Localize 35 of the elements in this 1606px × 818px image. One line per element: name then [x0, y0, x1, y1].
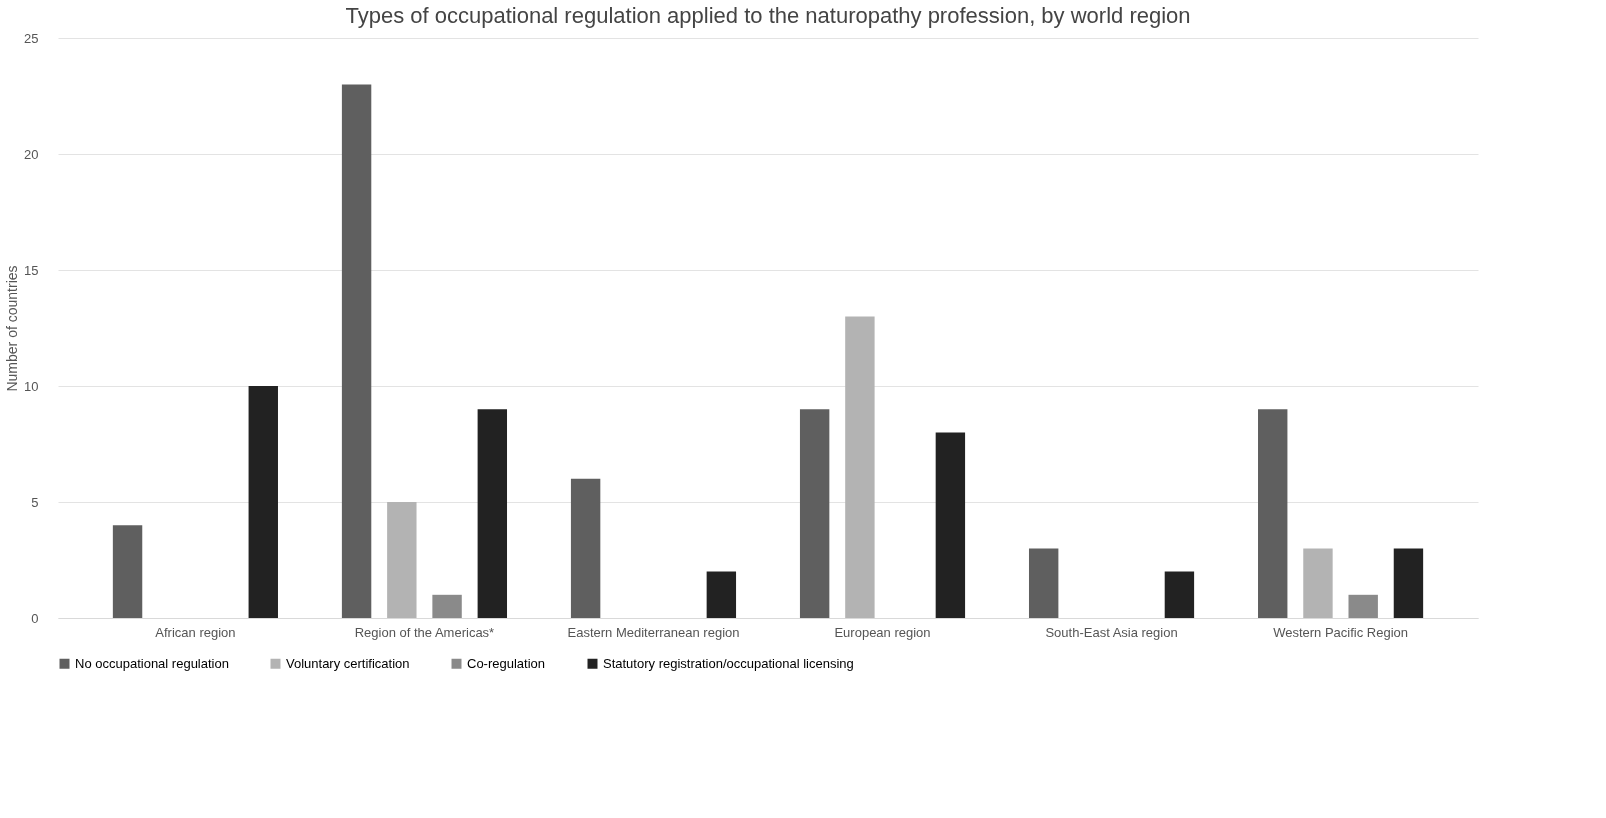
bar	[1258, 409, 1288, 618]
bar	[112, 525, 143, 618]
bar	[1393, 548, 1424, 618]
bar	[706, 571, 737, 618]
x-tick-label: South-East Asia region	[1045, 624, 1178, 640]
y-tick-label: 25	[24, 30, 39, 46]
y-tick-label: 20	[24, 146, 39, 162]
legend-label: Voluntary certification	[286, 655, 410, 671]
chart-title: Types of occupational regulation applied to the naturopathy profession, by world region	[345, 3, 1191, 28]
y-tick-label: 10	[24, 378, 39, 394]
bar	[1164, 571, 1195, 618]
y-axis-title: Number of countries	[4, 265, 21, 392]
legend-label: No occupational regulation	[75, 655, 229, 671]
bar	[341, 84, 372, 618]
bar	[1028, 548, 1059, 618]
y-tick-label: 0	[31, 610, 39, 626]
bar	[477, 409, 508, 618]
bar	[248, 386, 278, 618]
bar	[845, 316, 875, 618]
x-tick-label: Western Pacific Region	[1273, 624, 1409, 640]
bar	[1348, 594, 1378, 618]
legend-label: Co-regulation	[467, 655, 546, 671]
bar	[387, 502, 417, 618]
y-tick-label: 5	[31, 494, 39, 510]
bar	[1303, 548, 1333, 618]
x-tick-label: African region	[155, 624, 236, 640]
y-tick-label: 15	[24, 262, 39, 278]
bar	[570, 478, 601, 618]
bar	[799, 409, 830, 618]
bar	[935, 432, 966, 618]
x-tick-label: Region of the Americas*	[354, 624, 495, 640]
x-tick-label: European region	[834, 624, 931, 640]
legend-label: Statutory registration/occupational licensing	[603, 655, 854, 671]
x-tick-label: Eastern Mediterranean region	[567, 624, 740, 640]
bar	[432, 594, 462, 618]
